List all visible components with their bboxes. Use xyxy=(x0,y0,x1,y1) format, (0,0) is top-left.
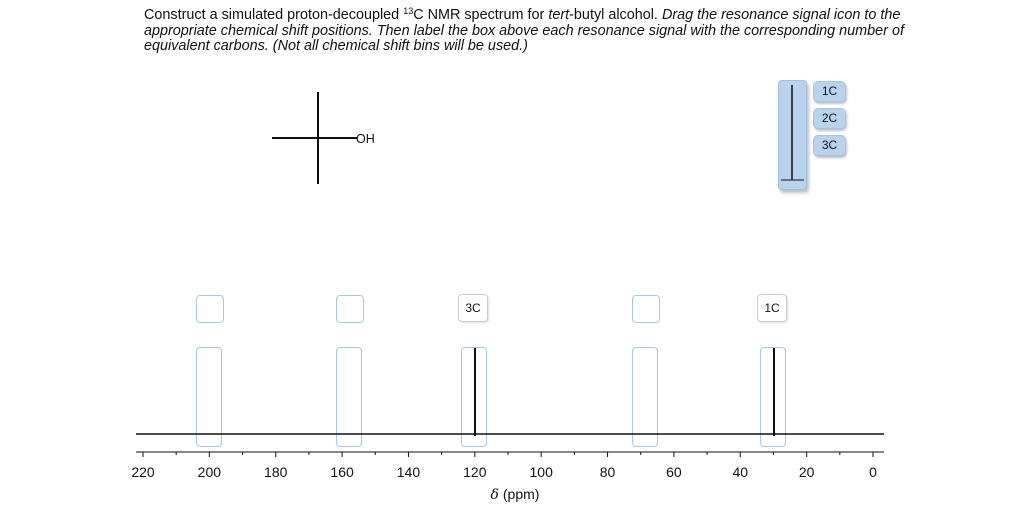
axis-tick-label: 100 xyxy=(530,464,554,480)
axis-tick-label: 40 xyxy=(732,464,748,480)
signal-bin-160[interactable] xyxy=(336,347,362,447)
axis-tick-label: 160 xyxy=(330,464,354,480)
axis-ticks xyxy=(142,452,874,457)
chip-2c[interactable]: 2C xyxy=(813,108,846,129)
signal-bin-65[interactable] xyxy=(632,347,658,447)
axis-tick-label: 80 xyxy=(600,464,616,480)
axis-tick-label: 0 xyxy=(869,464,877,480)
axis-tick-label: 120 xyxy=(463,464,487,480)
signal-bin-31[interactable] xyxy=(760,347,786,447)
chip-3c[interactable]: 3C xyxy=(813,135,846,156)
hydroxyl-label: OH xyxy=(356,132,375,146)
axis-tick-label: 200 xyxy=(198,464,222,480)
count-box-65[interactable] xyxy=(632,295,660,323)
count-box-120[interactable]: 3C xyxy=(458,294,488,322)
chip-1c[interactable]: 1C xyxy=(813,81,846,102)
tert-butyl-alcohol-structure: OH xyxy=(266,88,406,192)
spectrum-axis: 220 200 180 160 140 120 100 80 60 40 20 0 xyxy=(131,433,884,480)
axis-tick-label: 60 xyxy=(666,464,682,480)
axis-title: δ (ppm) xyxy=(490,486,540,503)
axis-tick-label: 140 xyxy=(397,464,421,480)
count-box-160[interactable] xyxy=(336,295,364,323)
axis-tick-label: 180 xyxy=(264,464,288,480)
count-box-200[interactable] xyxy=(196,295,224,323)
instructions-text: Construct a simulated proton-decoupled 1… xyxy=(144,6,904,54)
signal-bin-120[interactable] xyxy=(461,347,487,447)
resonance-signal-icon[interactable] xyxy=(778,80,807,190)
resonance-signal-31[interactable] xyxy=(773,348,775,436)
axis-tick-label: 20 xyxy=(799,464,815,480)
axis-tick-label: 220 xyxy=(131,464,155,480)
signal-bin-200[interactable] xyxy=(196,347,222,447)
axis-tick-labels: 220 200 180 160 140 120 100 80 60 40 20 0 xyxy=(131,464,877,480)
resonance-signal-120[interactable] xyxy=(474,348,476,436)
count-box-31[interactable]: 1C xyxy=(757,294,787,322)
